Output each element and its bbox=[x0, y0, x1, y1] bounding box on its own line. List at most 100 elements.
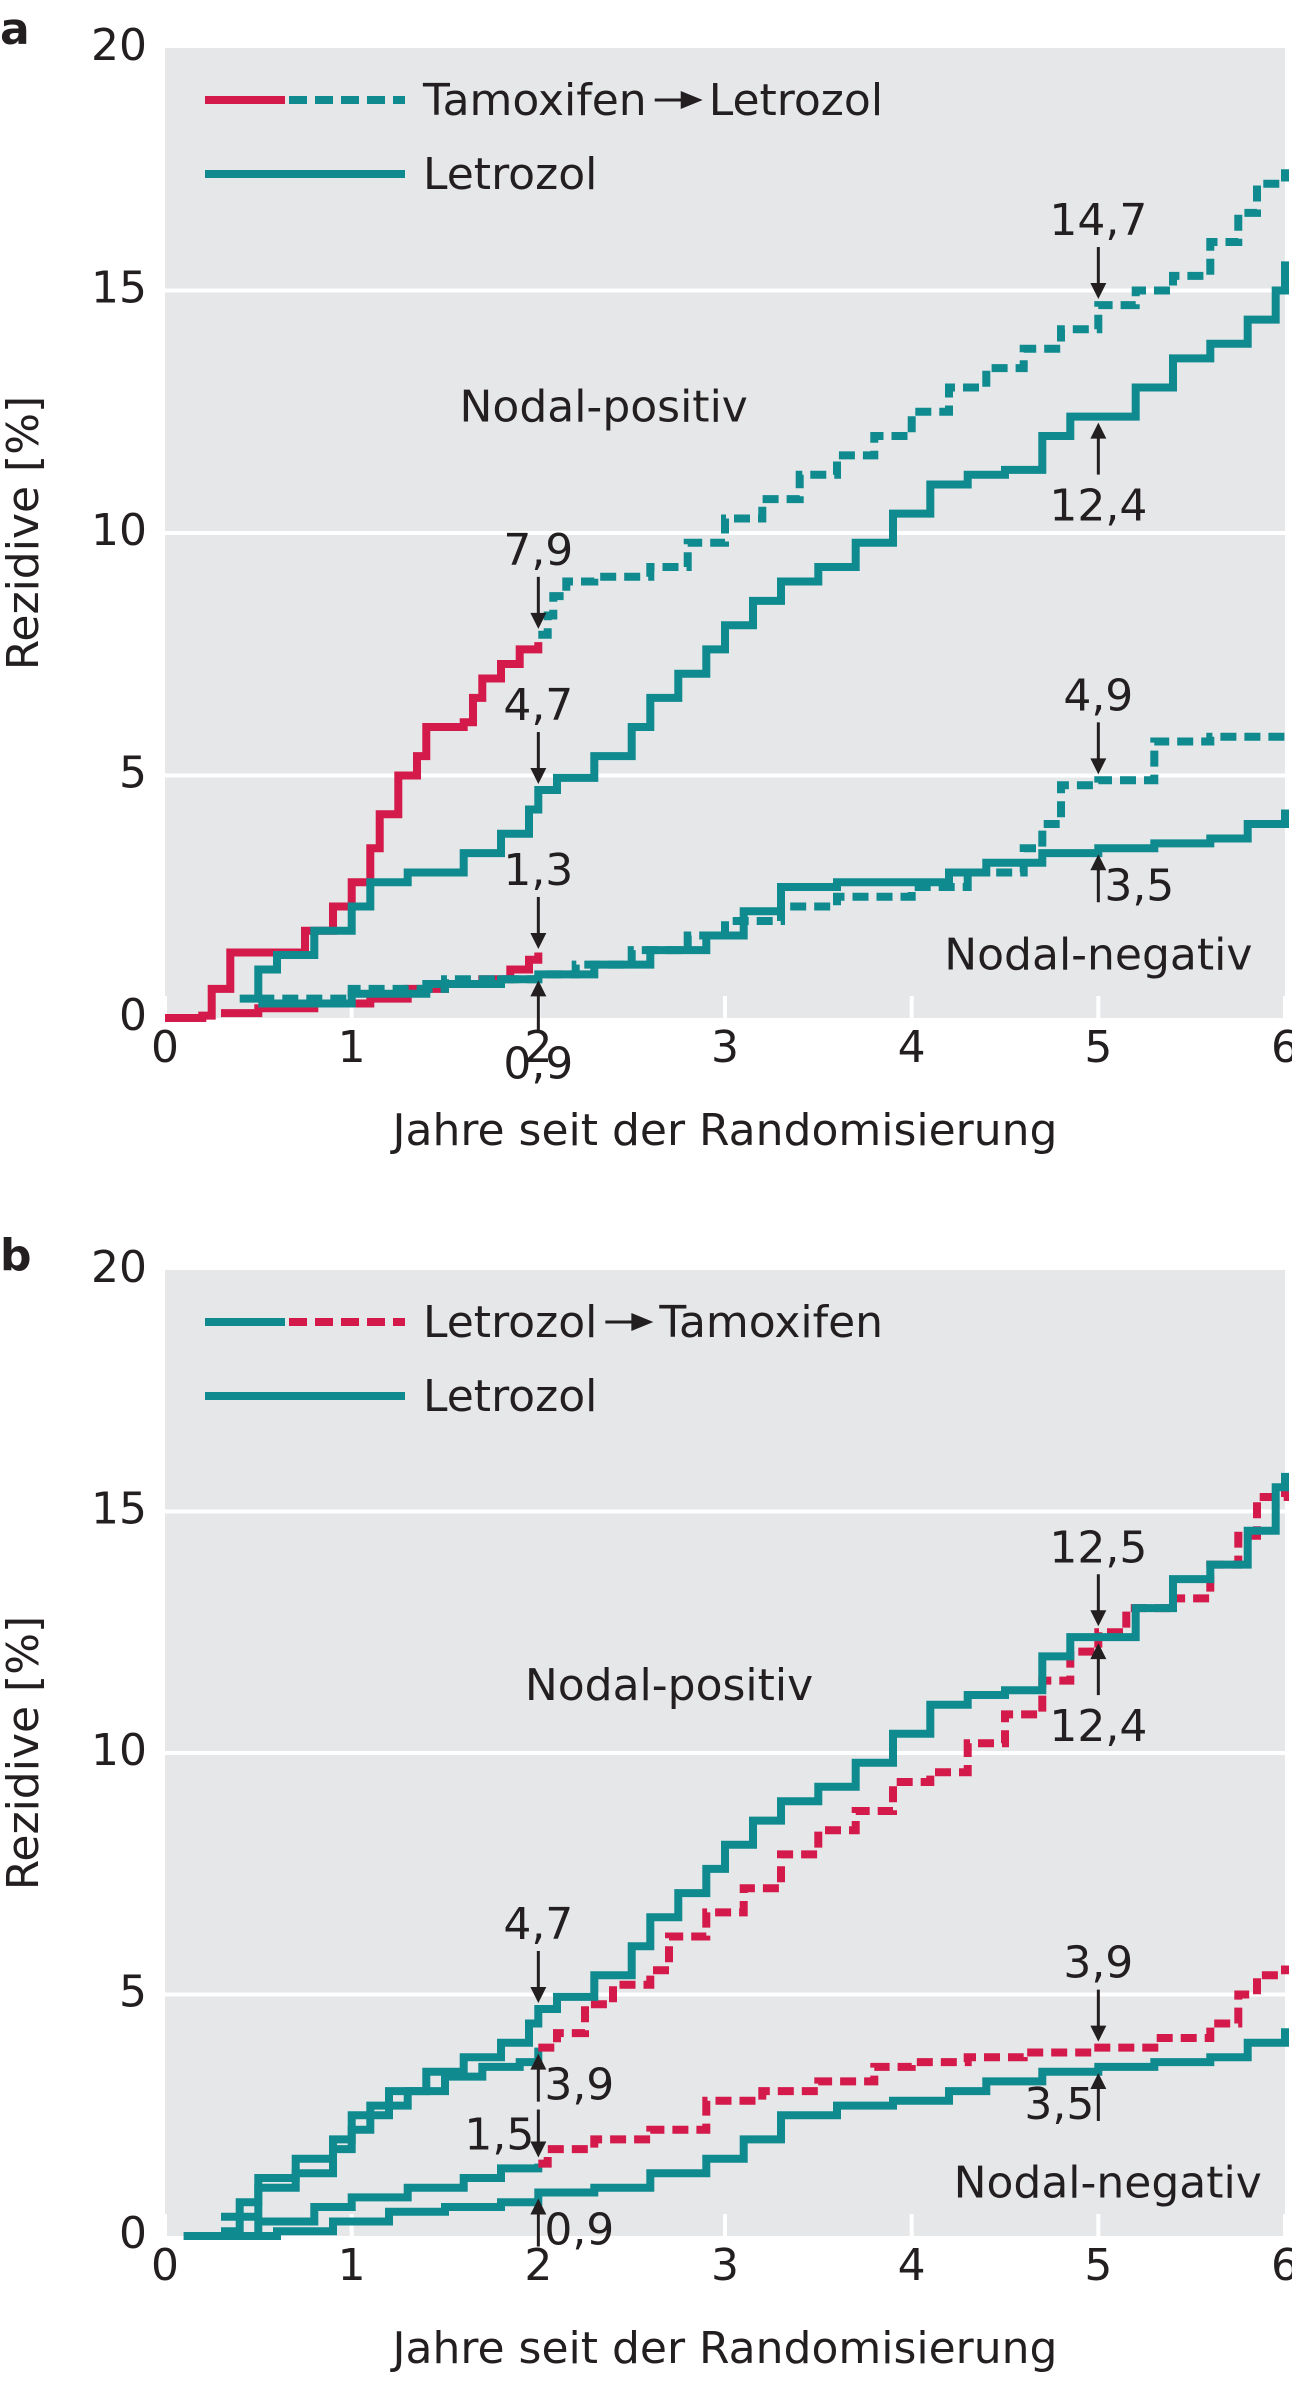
panel-b: b 0 5 10 15 20 0 1 2 3 4 5 6 Jahre seit der Randomisi… bbox=[0, 1230, 1292, 2374]
series-line-nodal-positiv-0 bbox=[165, 642, 543, 1022]
annotation: 7,9 bbox=[503, 525, 573, 629]
y-tick-label: 15 bbox=[91, 263, 147, 314]
annotation-label: 14,7 bbox=[1049, 195, 1147, 246]
x-tick-label: 0 bbox=[151, 2240, 179, 2291]
y-axis-title: Rezidive [%] bbox=[0, 1616, 49, 1890]
annotation-arrow-head bbox=[1090, 422, 1107, 439]
x-tick-label: 5 bbox=[1084, 2240, 1112, 2291]
series-line-nodal-positiv-2 bbox=[239, 261, 1289, 1003]
annotation-label: 3,5 bbox=[1024, 2079, 1094, 2130]
y-tick-label: 10 bbox=[91, 505, 147, 556]
annotation: 3,5 bbox=[1024, 2072, 1107, 2130]
annotation-arrow-head bbox=[1090, 2025, 1107, 2042]
annotation-arrow-head bbox=[530, 2053, 547, 2070]
legend-label: Letrozol bbox=[423, 149, 597, 200]
annotation-arrow-head bbox=[1090, 1643, 1107, 1660]
annotation-arrow-head bbox=[1090, 1610, 1107, 1627]
annotation: 12,5 bbox=[1049, 1522, 1147, 1627]
legend: Tamoxifen Letrozol Letrozol bbox=[205, 75, 883, 200]
annotation-arrow-head bbox=[530, 612, 547, 629]
annotation-arrow-head bbox=[530, 2198, 547, 2215]
legend-label-second: Tamoxifen bbox=[658, 1297, 883, 1348]
annotation-arrow-head bbox=[1090, 283, 1107, 300]
legend-label-first: Letrozol bbox=[423, 1297, 597, 1348]
x-tick-label: 4 bbox=[898, 2240, 926, 2291]
annotation: 0,9 bbox=[530, 2198, 614, 2256]
annotation: 4,9 bbox=[1063, 670, 1133, 775]
y-tick-label: 20 bbox=[91, 1242, 147, 1293]
annotation-arrow-head bbox=[530, 2141, 547, 2158]
series-line-nodal-negativ-5 bbox=[258, 809, 1289, 1008]
panel-letter: a bbox=[0, 4, 30, 55]
annotation-label: 12,4 bbox=[1049, 1701, 1147, 1752]
series-line-nodal-positiv-1 bbox=[538, 1482, 1289, 2052]
annotation-label: 1,5 bbox=[464, 2110, 534, 2161]
region-label: Nodal-negativ bbox=[944, 930, 1252, 981]
legend-arrow-head bbox=[680, 91, 703, 109]
x-tick-label: 6 bbox=[1271, 1022, 1292, 1073]
annotation-arrow-head bbox=[530, 932, 547, 949]
annotation-label: 4,9 bbox=[1063, 670, 1133, 721]
annotation-label: 7,9 bbox=[503, 525, 573, 576]
annotation-label: 1,3 bbox=[503, 845, 573, 896]
annotation: 0,9 bbox=[503, 980, 573, 1089]
y-tick-label: 5 bbox=[119, 1967, 147, 2018]
series-group bbox=[165, 169, 1289, 1022]
annotation-arrow-head bbox=[530, 980, 547, 997]
annotation: 4,7 bbox=[503, 680, 573, 785]
annotation-label: 4,7 bbox=[503, 1899, 573, 1950]
x-tick-label: 2 bbox=[524, 2240, 552, 2291]
annotation: 3,9 bbox=[1063, 1938, 1133, 2042]
y-tick-label: 15 bbox=[91, 1484, 147, 1535]
x-tick-label: 6 bbox=[1271, 2240, 1292, 2291]
x-tick-label: 0 bbox=[151, 1022, 179, 1073]
annotation-label: 4,7 bbox=[503, 680, 573, 731]
annotation-label: 3,9 bbox=[544, 2060, 614, 2111]
annotation: 4,7 bbox=[503, 1899, 573, 2003]
annotation-label: 12,4 bbox=[1049, 481, 1147, 532]
y-tick-label: 5 bbox=[119, 748, 147, 799]
annotation: 3,5 bbox=[1090, 854, 1174, 911]
series-line-nodal-negativ-5 bbox=[183, 2028, 1289, 2240]
region-label: Nodal-positiv bbox=[525, 1660, 813, 1711]
annotation: 1,5 bbox=[464, 2109, 547, 2161]
x-tick-label: 1 bbox=[338, 2240, 366, 2291]
series-line-nodal-positiv-2 bbox=[221, 1472, 1289, 2221]
series-line-nodal-negativ-3 bbox=[183, 2163, 543, 2240]
annotation-label: 3,5 bbox=[1104, 860, 1174, 911]
series-line-nodal-positiv-1 bbox=[538, 169, 1289, 639]
annotation-arrow-head bbox=[1090, 758, 1107, 775]
annotation-arrow-head bbox=[1090, 2072, 1107, 2089]
legend-label-second: Letrozol bbox=[709, 75, 883, 126]
legend: Letrozol Tamoxifen Letrozol bbox=[205, 1297, 883, 1422]
series-group bbox=[183, 1472, 1289, 2240]
annotation-label: 0,9 bbox=[503, 1038, 573, 1089]
x-tick-label: 3 bbox=[711, 2240, 739, 2291]
y-tick-label: 0 bbox=[119, 2208, 147, 2259]
annotation-arrow-head bbox=[1090, 854, 1107, 871]
x-tick-label: 5 bbox=[1084, 1022, 1112, 1073]
annotation-label: 0,9 bbox=[544, 2205, 614, 2256]
x-tick-label: 1 bbox=[338, 1022, 366, 1073]
annotation: 12,4 bbox=[1049, 422, 1147, 532]
y-tick-label: 10 bbox=[91, 1725, 147, 1776]
panel-letter: b bbox=[0, 1230, 32, 1281]
legend-arrow-head bbox=[631, 1313, 654, 1331]
y-tick-label: 0 bbox=[119, 990, 147, 1041]
annotation-arrow-head bbox=[530, 768, 547, 785]
x-axis-title: Jahre seit der Randomisierung bbox=[390, 2323, 1058, 2374]
region-label: Nodal-positiv bbox=[459, 381, 747, 432]
x-tick-label: 4 bbox=[898, 1022, 926, 1073]
y-axis-title: Rezidive [%] bbox=[0, 396, 49, 670]
annotation: 12,4 bbox=[1049, 1643, 1147, 1752]
x-tick-label: 3 bbox=[711, 1022, 739, 1073]
annotation-arrow-head bbox=[530, 1986, 547, 2003]
annotation-label: 3,9 bbox=[1063, 1938, 1133, 1989]
legend-label-first: Tamoxifen bbox=[422, 75, 647, 126]
annotation: 3,9 bbox=[530, 2053, 614, 2111]
y-tick-label: 20 bbox=[91, 20, 147, 71]
legend-label: Letrozol bbox=[423, 1371, 597, 1422]
region-label: Nodal-negativ bbox=[954, 2157, 1262, 2208]
